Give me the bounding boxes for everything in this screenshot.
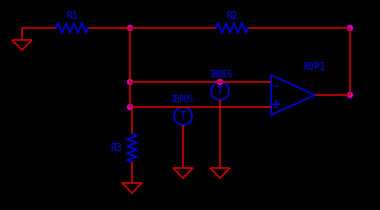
Circle shape bbox=[217, 80, 223, 84]
Text: R3: R3 bbox=[110, 143, 122, 153]
Circle shape bbox=[128, 105, 133, 109]
Text: XOP1: XOP1 bbox=[303, 62, 326, 72]
Circle shape bbox=[347, 25, 353, 30]
Text: R1: R1 bbox=[66, 11, 78, 21]
Text: R2: R2 bbox=[226, 11, 238, 21]
Text: +: + bbox=[271, 97, 281, 110]
Circle shape bbox=[128, 80, 133, 84]
Circle shape bbox=[347, 92, 353, 97]
Text: -: - bbox=[274, 80, 279, 92]
Text: T: T bbox=[217, 86, 223, 96]
Text: IBPOS: IBPOS bbox=[171, 95, 193, 104]
Text: IBNEG: IBNEG bbox=[209, 70, 233, 79]
Circle shape bbox=[128, 25, 133, 30]
Text: T: T bbox=[180, 111, 186, 121]
